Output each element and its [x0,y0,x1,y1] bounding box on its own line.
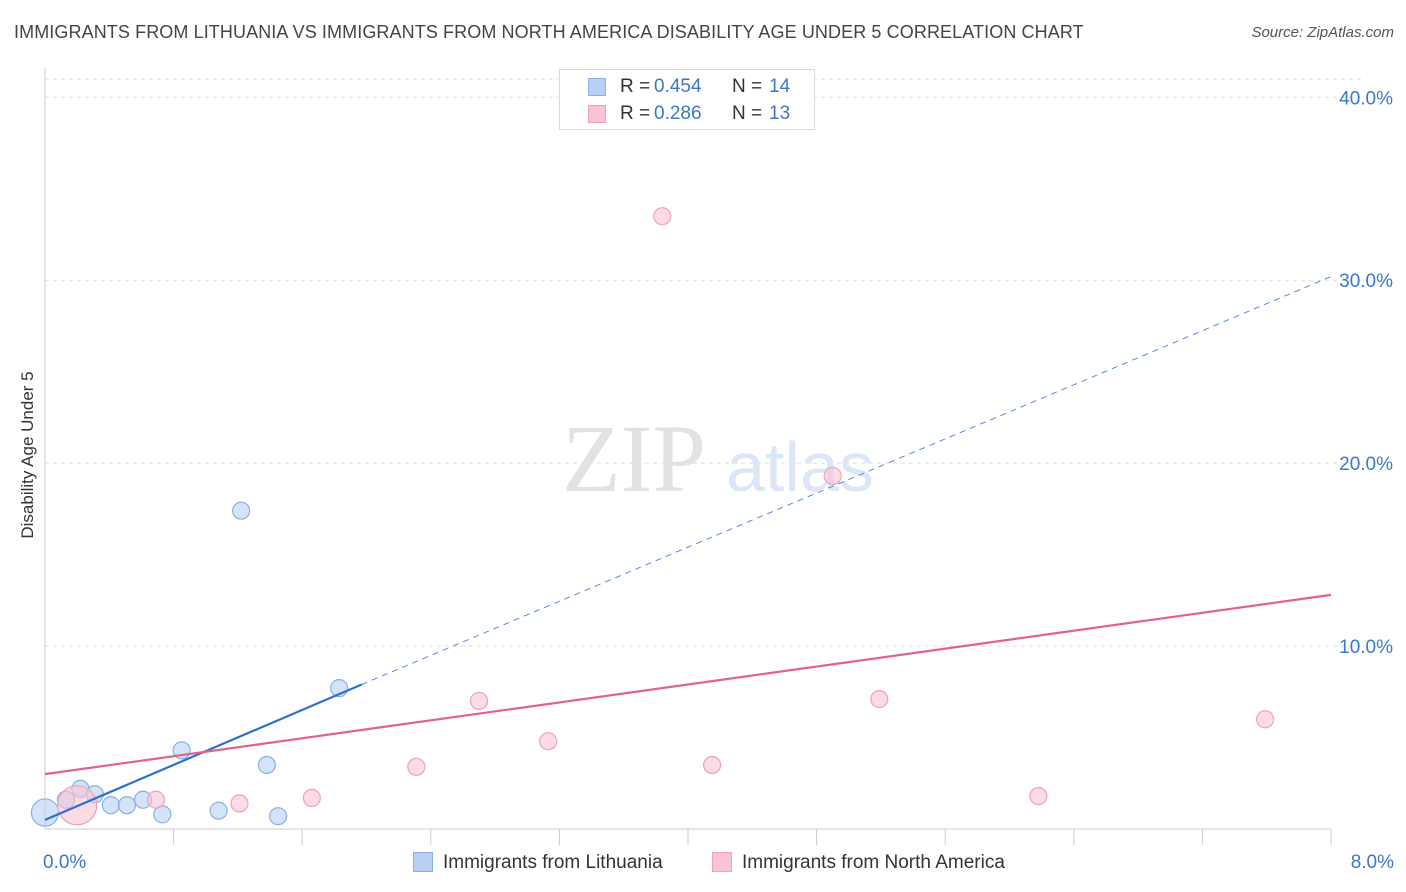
trend-lines [44,276,1332,821]
legend-swatch-blue [588,78,606,96]
y-tick-label: 20.0% [1339,454,1393,475]
point-north-america [823,466,842,486]
point-lithuania [101,796,121,815]
point-north-america [302,788,321,808]
trend-line-north-america [44,593,1332,776]
legend-r-label: R = [620,76,651,97]
legend-label-north-america: Immigrants from North America [742,852,1005,873]
legend-r-value: 0.286 [654,103,702,124]
legend-n-label: N = [732,103,763,124]
legend-swatch-pink [588,105,606,123]
data-points [30,207,1275,827]
grid [45,78,1361,647]
correlation-legend: R = 0.454 N = 14 R = 0.286 N = 13 [559,69,815,130]
point-north-america [230,794,249,813]
legend-item-lithuania: Immigrants from Lithuania [413,852,663,874]
y-tick-label: 10.0% [1339,637,1393,658]
axes [44,68,1332,845]
source-credit: Source: ZipAtlas.com [1251,24,1394,41]
point-lithuania [30,798,60,827]
point-north-america [146,790,166,809]
point-north-america [539,732,558,751]
watermark-atlas: atlas [726,428,874,506]
legend-n-value: 13 [769,103,791,124]
y-tick-label: 30.0% [1339,271,1393,292]
legend-item-north-america: Immigrants from North America [712,852,1005,874]
watermark: ZIP atlas [562,405,874,512]
x-tick-max: 8.0% [1350,852,1394,873]
legend-swatch-pink [712,852,732,872]
point-lithuania [257,755,276,775]
x-tick-min: 0.0% [43,852,87,873]
legend-n-label: N = [732,76,763,97]
point-lithuania [117,796,137,815]
legend-label-lithuania: Immigrants from Lithuania [443,852,663,873]
point-north-america [1255,710,1275,729]
legend-r-value: 0.454 [654,76,702,97]
point-north-america [870,690,889,709]
y-tick-label: 40.0% [1339,88,1393,109]
legend-n-value: 14 [769,76,791,97]
watermark-zip: ZIP [562,405,706,512]
legend-r-label: R = [620,103,651,124]
point-north-america [1029,786,1048,806]
point-lithuania [268,807,288,826]
point-lithuania [209,801,228,820]
legend-swatch-blue [413,852,433,872]
point-north-america [653,207,672,226]
point-lithuania [232,501,251,520]
chart-title: IMMIGRANTS FROM LITHUANIA VS IMMIGRANTS … [14,22,1084,42]
y-tick-labels: 10.0% 20.0% 30.0% 40.0% [1339,88,1393,658]
point-north-america [703,755,722,775]
point-north-america [469,691,489,711]
point-north-america [407,757,426,776]
